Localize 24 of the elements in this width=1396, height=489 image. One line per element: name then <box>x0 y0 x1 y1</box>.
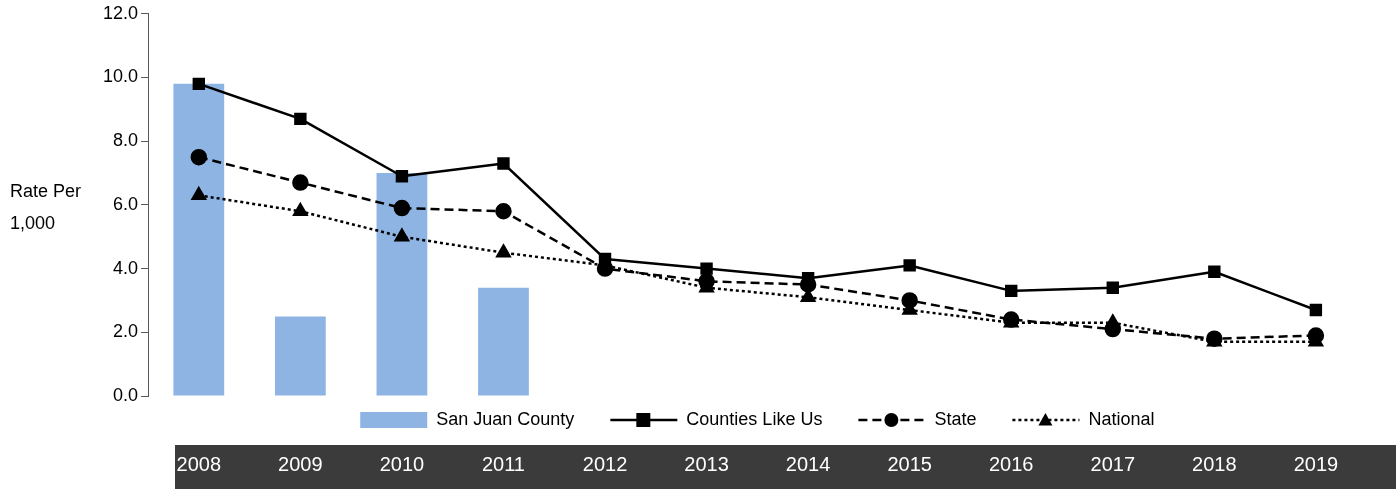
y-tick-label: 10.0 <box>102 66 139 87</box>
x-tick-label: 2015 <box>887 452 932 475</box>
y-tick-label: 6.0 <box>113 193 139 214</box>
legend-label: San Juan County <box>436 408 575 429</box>
x-tick-label: 2018 <box>1192 452 1237 475</box>
x-tick-label: 2010 <box>379 452 425 475</box>
y-tick-label: 12.0 <box>102 2 139 23</box>
x-tick-label: 2008 <box>176 452 222 475</box>
x-tick-label: 2013 <box>684 452 729 475</box>
x-tick-label: 2017 <box>1090 452 1136 475</box>
x-tick-label: 2012 <box>582 452 628 475</box>
legend-label: Counties Like Us <box>686 408 823 429</box>
legend-label: National <box>1088 408 1155 429</box>
y-tick-label: 0.0 <box>113 384 139 405</box>
y-axis-title: Rate Per 1,000 <box>10 180 82 233</box>
y-tick-label: 4.0 <box>113 257 139 278</box>
x-tick-label: 2011 <box>481 452 525 475</box>
y-tick-label: 8.0 <box>113 130 139 151</box>
x-tick-label: 2014 <box>785 452 831 475</box>
y-tick-label: 2.0 <box>113 321 139 342</box>
legend-label: State <box>934 408 977 429</box>
x-tick-label: 2016 <box>988 452 1034 475</box>
x-tick-label: 2019 <box>1293 452 1339 475</box>
x-tick-label: 2009 <box>278 452 323 475</box>
